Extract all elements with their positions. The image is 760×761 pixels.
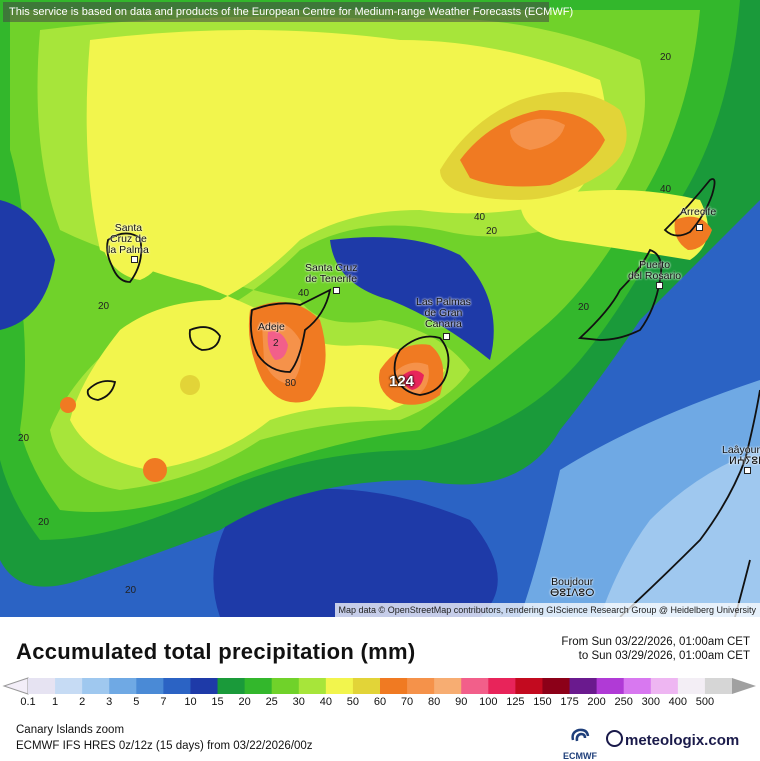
scale-swatch: [109, 678, 137, 694]
map-value: 20: [578, 302, 590, 313]
model-label: ECMWF IFS HRES 0z/12z (15 days) from 03/…: [16, 740, 313, 752]
city-label-laayoune: Laâyoune ⵍⵄⵢⵓⵏ: [722, 444, 760, 467]
scale-swatch: [163, 678, 191, 694]
city-marker-santa-cruz-tenerife: [333, 287, 340, 294]
scale-tick-label: 175: [560, 696, 579, 708]
scale-swatch: [28, 678, 56, 694]
city-marker-las-palmas: [443, 333, 450, 340]
scale-swatch: [244, 678, 273, 694]
scale-swatch: [650, 678, 679, 694]
map-value: 2: [273, 338, 279, 349]
scale-swatch: [325, 678, 354, 694]
scale-tick-label: 30: [292, 696, 305, 708]
scale-tick-label: 200: [587, 696, 606, 708]
city-label-arrecife: Arrecife: [680, 206, 717, 218]
map-value: 40: [298, 288, 310, 299]
scale-swatch: [569, 678, 598, 694]
scale-swatch: [515, 678, 543, 694]
map-value: 40: [660, 184, 672, 195]
scale-swatch: [596, 678, 625, 694]
city-label-adeje: Adeje: [258, 321, 285, 333]
city-marker-arrecife: [696, 224, 703, 231]
scale-tick-label: 2: [79, 696, 86, 708]
scale-tick-label: 80: [428, 696, 441, 708]
scale-tick-label: 7: [160, 696, 167, 708]
map-value: 20: [660, 52, 672, 63]
city-label-santa-cruz-tenerife: Santa Cruz de Tenerife: [305, 262, 358, 285]
city-marker-santa-cruz-la-palma: [131, 256, 138, 263]
scale-swatch: [298, 678, 327, 694]
scale-tick-label: 400: [668, 696, 688, 708]
scale-swatch: [488, 678, 516, 694]
map-value: 20: [125, 585, 137, 596]
map-value: 20: [486, 226, 498, 237]
ecmwf-logo: ECMWF: [560, 726, 600, 761]
scale-tick-label: 3: [106, 696, 113, 708]
map-value: 20: [38, 517, 50, 528]
scale-tick-label: 5: [133, 696, 140, 708]
period-from: From Sun 03/22/2026, 01:00am CET: [561, 636, 750, 648]
scale-swatch: [623, 678, 652, 694]
precipitation-map[interactable]: This service is based on data and produc…: [0, 0, 760, 617]
meteologix-icon: [606, 730, 623, 747]
period-to: to Sun 03/29/2026, 01:00am CET: [578, 650, 750, 662]
scale-swatch: [542, 678, 571, 694]
region-label: Canary Islands zoom: [16, 724, 125, 736]
legend-footer: Accumulated total precipitation (mm) Fro…: [0, 617, 760, 761]
scale-swatch: [704, 678, 733, 694]
scale-tick-label: 60: [373, 696, 387, 708]
max-value-label: 124: [389, 373, 415, 390]
scale-tick-label: 1: [52, 696, 59, 708]
scale-tick-label: 50: [346, 696, 360, 708]
scale-tick-label: 20: [238, 696, 251, 708]
scale-swatch: [55, 678, 83, 694]
scale-swatch: [136, 678, 164, 694]
scale-arrow-low: [2, 677, 29, 695]
city-marker-laayoune: [744, 467, 751, 474]
city-label-santa-cruz-la-palma: Santa Cruz de la Palma: [108, 222, 149, 256]
scale-tick-label: 90: [455, 696, 468, 708]
scale-tick-label: 70: [400, 696, 414, 708]
map-value: 20: [98, 301, 110, 312]
ecmwf-swirl-icon: [571, 728, 590, 742]
scale-tick-label: 300: [641, 696, 660, 708]
ecmwf-disclaimer-banner: This service is based on data and produc…: [3, 2, 573, 22]
map-attribution: Map data © OpenStreetMap contributors, r…: [334, 603, 760, 617]
scale-swatch: [190, 678, 219, 694]
scale-arrow-high: [732, 678, 756, 694]
scale-tick-label: 15: [211, 696, 224, 708]
ecmwf-logo-text: ECMWF: [563, 751, 597, 761]
scale-tick-label: 125: [506, 696, 525, 708]
city-marker-puerto-rosario: [656, 282, 663, 289]
scale-swatch: [461, 678, 489, 694]
city-label-boujdour: Boujdour ⴱⵓⵊⴷⵓⵔ: [550, 576, 595, 599]
map-value: 20: [18, 433, 30, 444]
scale-tick-label: 500: [695, 696, 715, 708]
forecast-period: From Sun 03/22/2026, 01:00am CET to Sun …: [561, 635, 750, 663]
meteologix-brand: meteologix.com: [625, 732, 740, 749]
map-value: 80: [285, 378, 297, 389]
color-scale: [2, 677, 756, 695]
scale-swatch: [677, 678, 706, 694]
scale-swatch: [434, 678, 462, 694]
map-value: 40: [474, 212, 486, 223]
meteologix-logo[interactable]: meteologix.com: [606, 730, 739, 749]
map-canvas: [0, 0, 760, 617]
scale-tick-label: 10: [184, 696, 197, 708]
scale-swatch: [407, 678, 435, 694]
city-label-las-palmas: Las Palmas de Gran Canaria: [416, 296, 471, 330]
city-label-puerto-rosario: Puerto del Rosario: [628, 259, 682, 282]
scale-swatch: [271, 678, 300, 694]
scale-tick-label: 25: [265, 696, 278, 708]
scale-swatch: [352, 678, 381, 694]
scale-swatch: [82, 678, 110, 694]
chart-title: Accumulated total precipitation (mm): [16, 639, 416, 664]
scale-swatch: [380, 678, 408, 694]
scale-tick-label: 100: [479, 696, 498, 708]
scale-tick-label: 0.1: [20, 696, 36, 708]
scale-swatch: [217, 678, 246, 694]
scale-tick-label: 40: [319, 696, 332, 708]
scale-tick-label: 150: [533, 696, 552, 708]
scale-tick-label: 250: [614, 696, 633, 708]
